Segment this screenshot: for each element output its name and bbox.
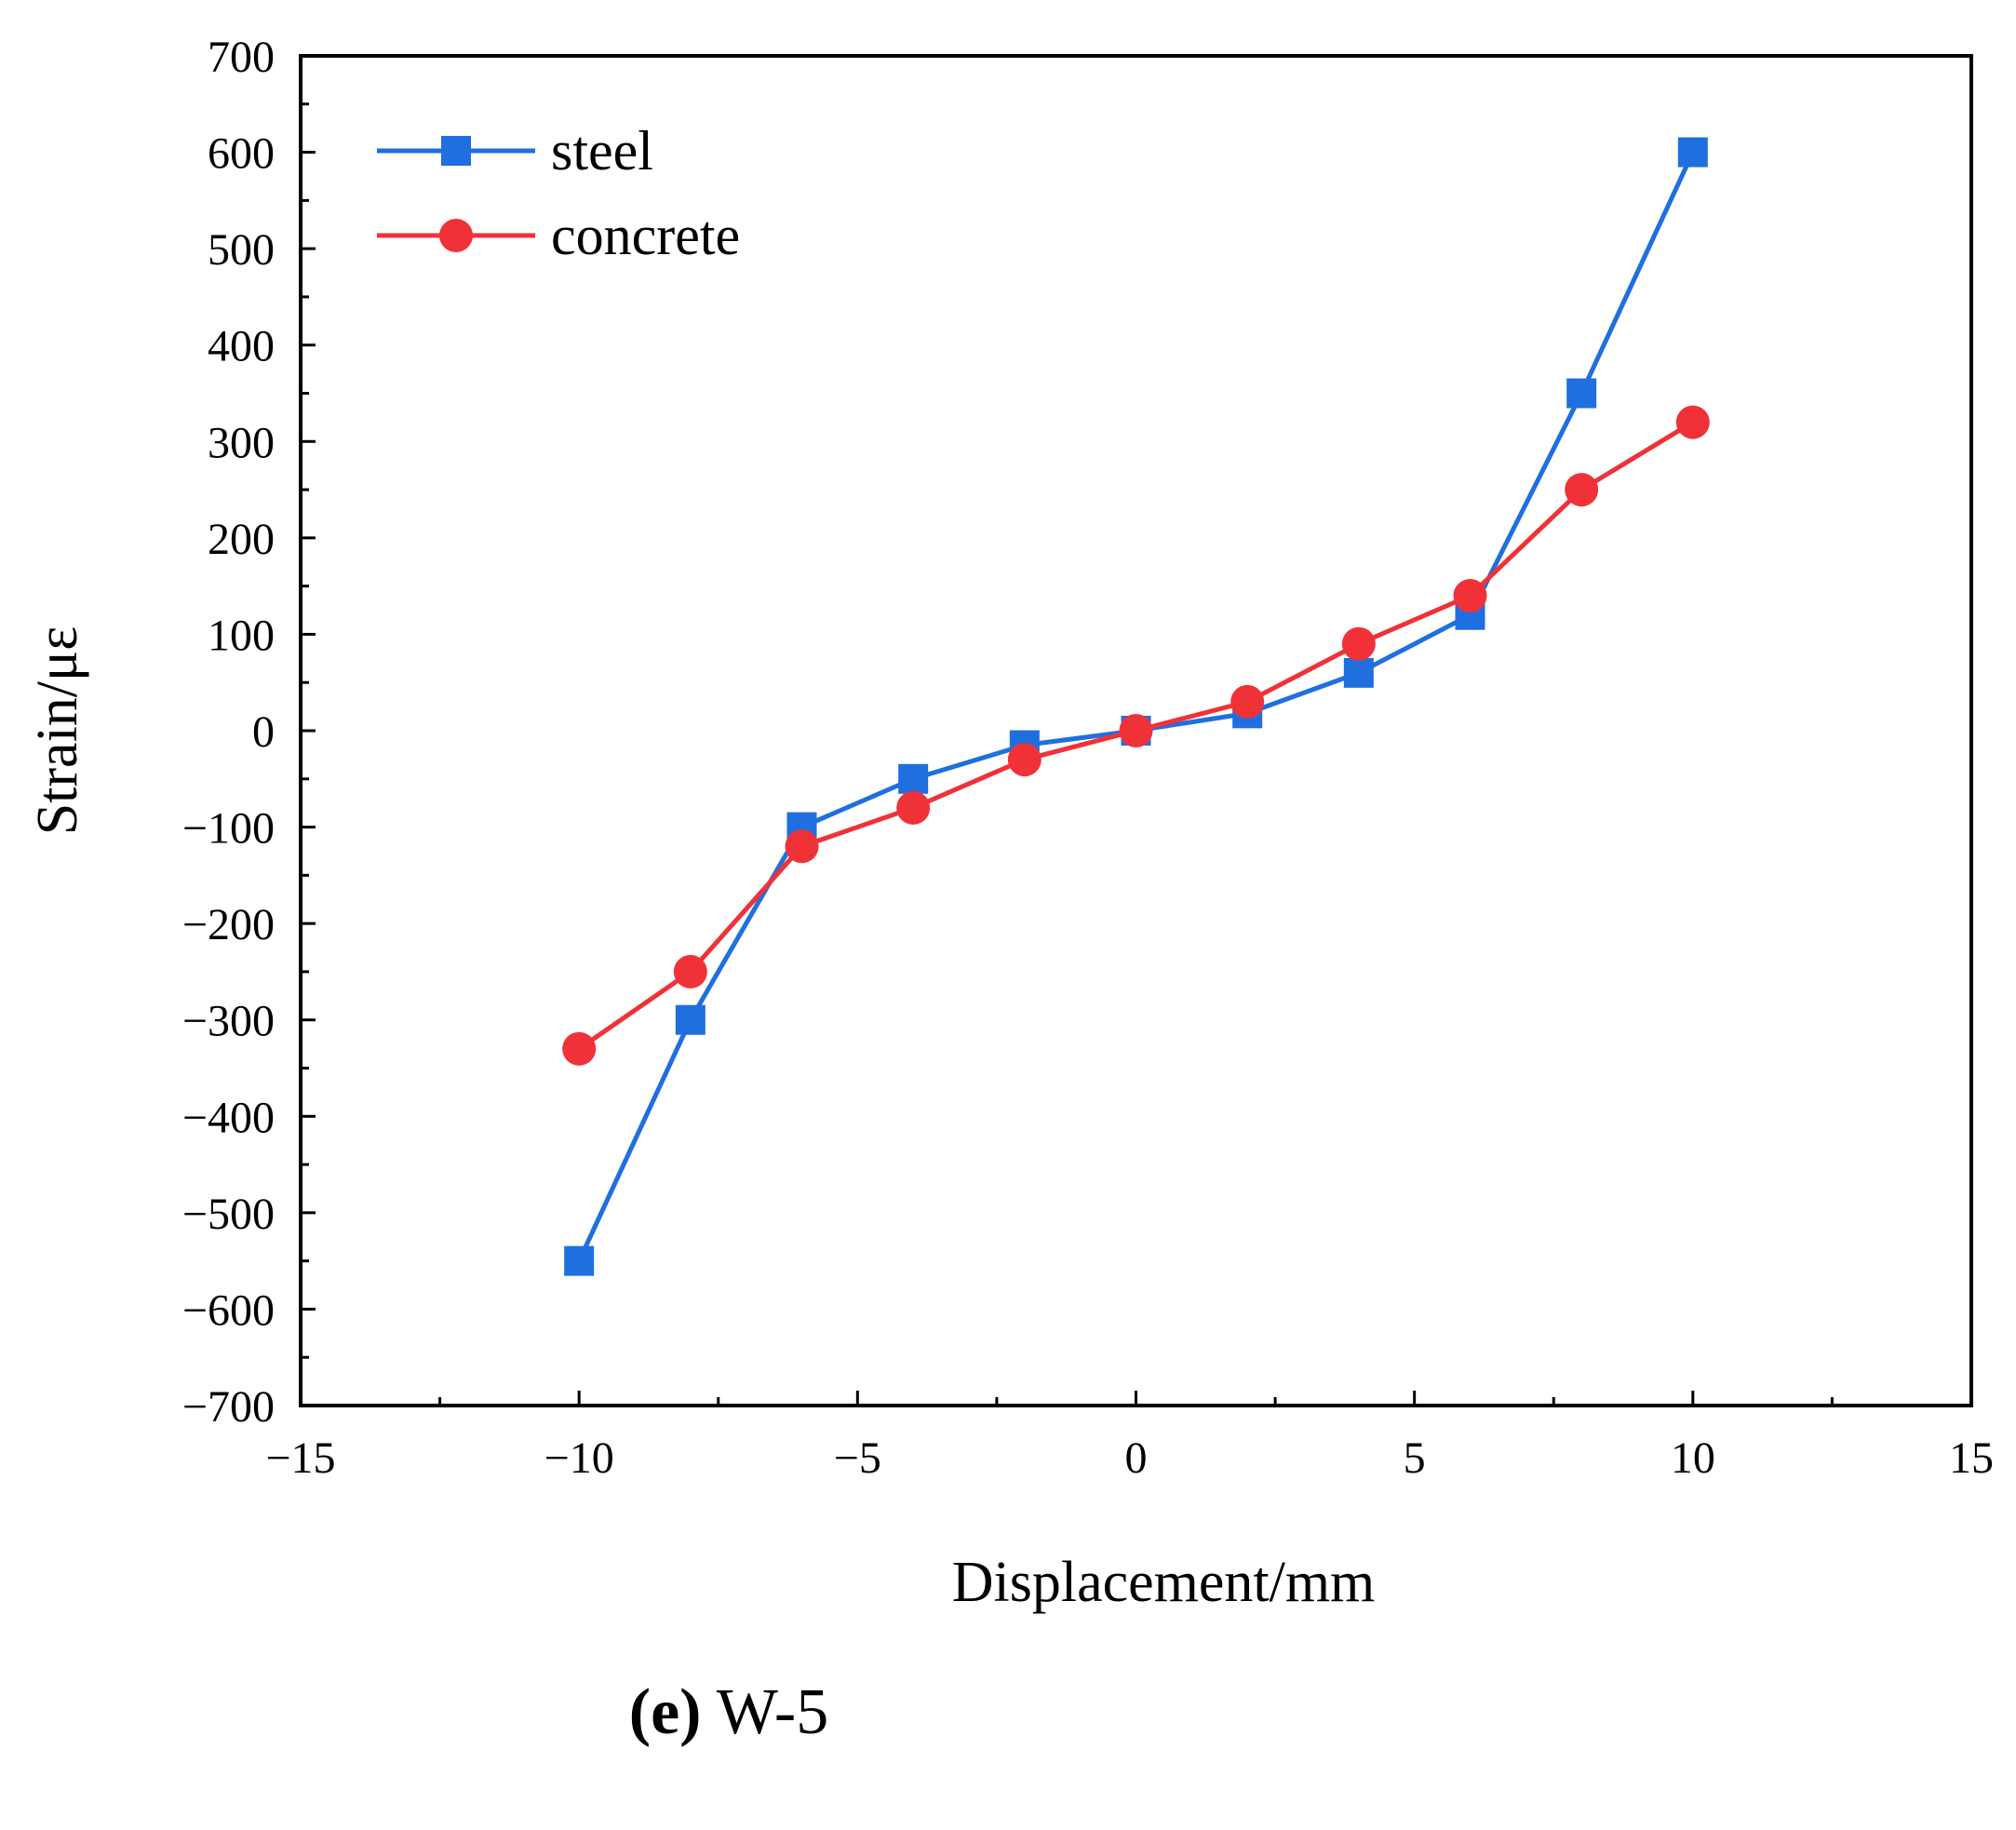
x-tick-label: 10 [1671,1433,1715,1483]
y-tick-labels: 700 600 500 400 300 200 100 0 −100 −200 −300 −400 −5… [182,33,275,1432]
legend-concrete-label: concrete [551,205,740,266]
concrete-point [1007,743,1042,777]
legend-steel-label: steel [551,120,653,182]
y-tick-label: −400 [182,1093,275,1142]
y-tick-label: 600 [208,129,275,179]
series-concrete [562,405,1710,1066]
concrete-point [562,1031,597,1066]
legend-concrete-marker [439,219,473,252]
x-tick-label: −5 [834,1433,881,1483]
minor-ticks [301,102,1834,1406]
steel-point [1677,137,1708,168]
concrete-point [1675,405,1710,439]
legend: steel concrete [377,120,740,266]
x-tick-label: 0 [1125,1433,1148,1483]
series-layer [562,137,1710,1276]
legend-steel-marker [441,136,471,166]
concrete-point [1119,714,1153,747]
steel-point [898,763,929,794]
y-tick-label: −700 [182,1382,275,1432]
concrete-point [1230,684,1265,719]
concrete-point [785,829,819,864]
y-tick-label: −300 [182,997,275,1046]
concrete-point [1341,626,1376,661]
y-tick-label: −500 [182,1190,275,1239]
steel-point [564,1245,595,1276]
y-tick-label: 500 [208,225,275,275]
concrete-point [896,790,931,825]
concrete-point [1453,579,1487,612]
x-tick-labels: −15 −10 −5 0 5 10 15 [265,1433,1994,1483]
series-steel [564,137,1708,1276]
y-tick-label: 100 [208,611,275,660]
y-tick-label: −100 [182,804,275,854]
concrete-point [1565,473,1599,507]
x-tick-label: 5 [1404,1433,1426,1483]
steel-point [675,1004,706,1035]
y-axis-title: Strain/με [26,626,89,836]
y-tick-label: −600 [182,1285,275,1335]
steel-point [1566,378,1597,409]
y-tick-label: 0 [252,707,275,757]
caption-label: (e) [628,1676,702,1748]
y-tick-label: 700 [208,33,275,82]
y-tick-label: 300 [208,418,275,467]
y-tick-label: −200 [182,900,275,949]
concrete-point [673,954,707,989]
y-tick-label: 400 [208,322,275,371]
caption-text: W-5 [701,1676,829,1748]
x-tick-label: −10 [544,1433,614,1483]
major-ticks [299,54,1973,1407]
x-tick-label: −15 [265,1433,335,1483]
steel-point [1343,657,1374,688]
figure-caption: (e) W-5 [0,1675,1458,1750]
x-axis-title: Displacement/mm [952,1551,1376,1614]
steel-line [576,151,1696,1262]
y-tick-label: 200 [208,515,275,564]
x-tick-label: 15 [1949,1433,1994,1483]
